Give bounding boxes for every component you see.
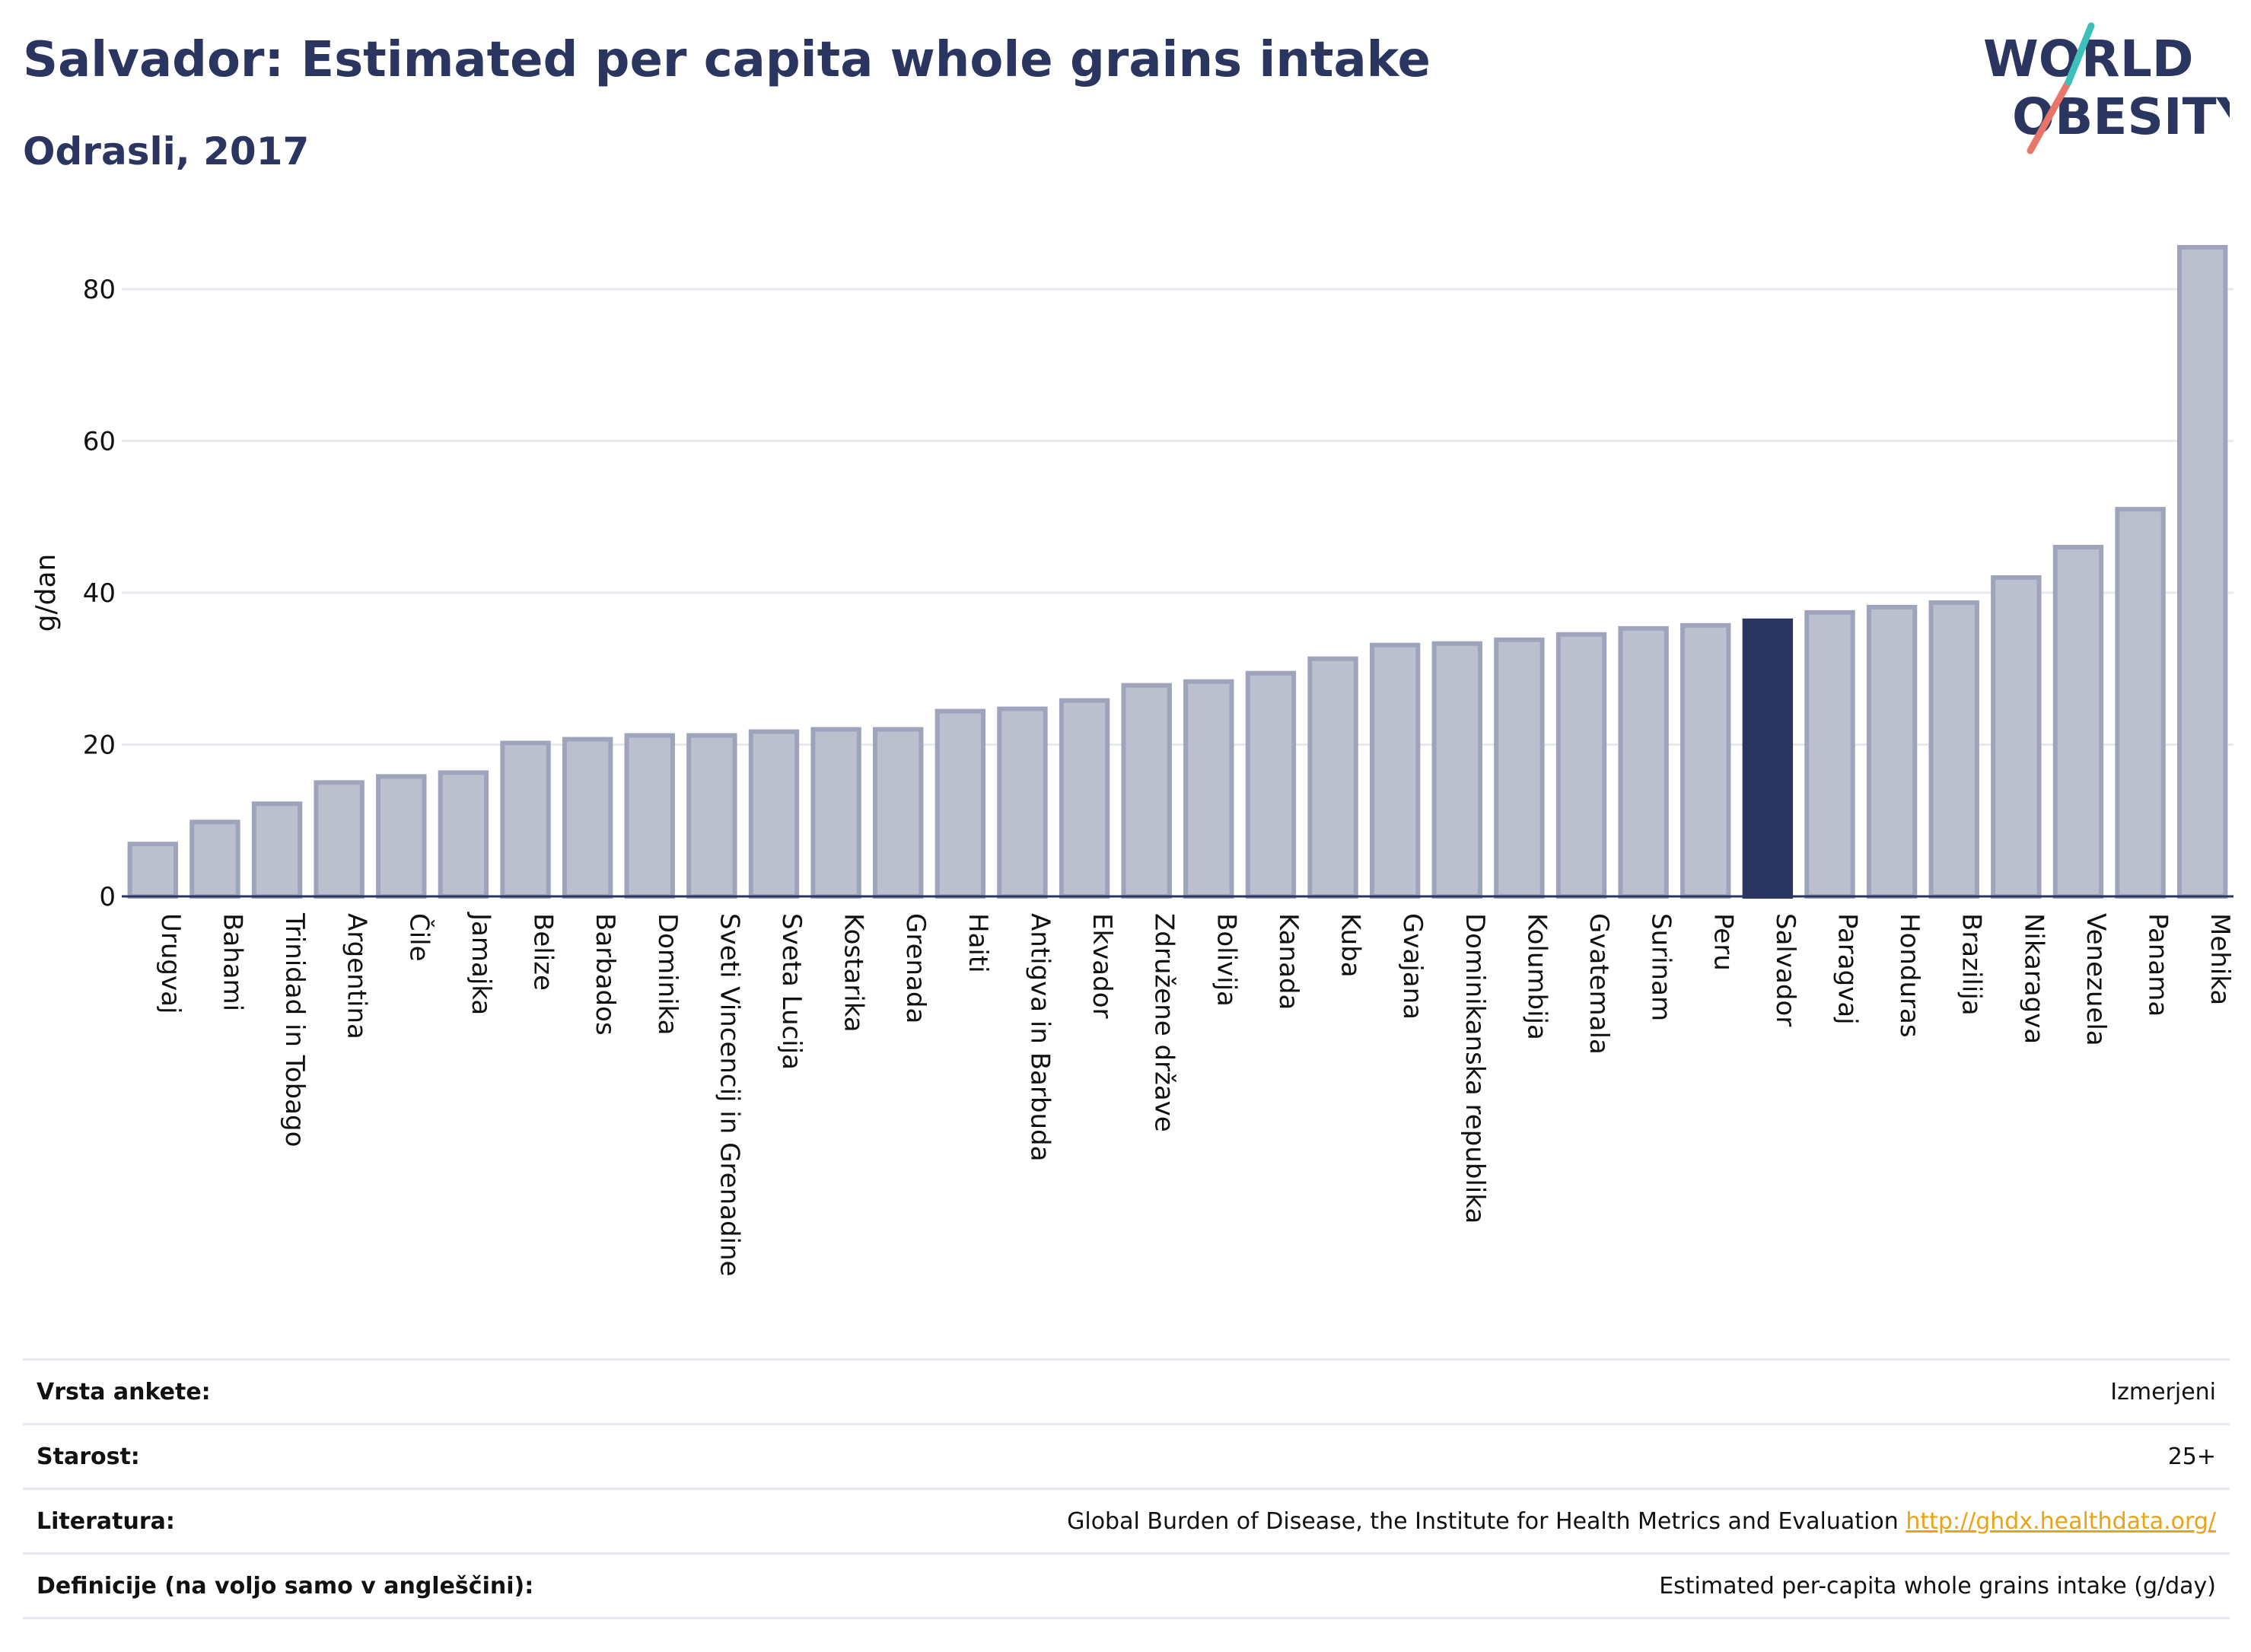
y-tick-label: 0 [99, 882, 116, 912]
x-tick-label: Peru [1708, 913, 1738, 971]
logo-slash-teal [2065, 22, 2095, 86]
x-tick-label: Panama [2143, 913, 2173, 1017]
x-tick-label: Belize [528, 913, 559, 991]
bar-mehika [2176, 244, 2228, 899]
info-value: Izmerjeni [2110, 1379, 2216, 1405]
bar-belize [500, 740, 551, 899]
x-tick-label: Mehika [2205, 913, 2235, 1005]
bar-panama [2115, 507, 2166, 899]
bar-nikaragva [1991, 575, 2042, 899]
x-tick-label: Haiti [963, 913, 993, 973]
bar-sveti-vincencij-in-grenadine [686, 733, 737, 899]
bar-chart: 0 20 40 60 80 g/dan Urugvaj Bahami Trinidad in T… [30, 244, 2235, 1277]
info-row-references: Literatura: Global Burden of Disease, th… [23, 1488, 2230, 1552]
chart-subtitle: Odrasli, 2017 [23, 129, 310, 173]
x-tick-label: Dominikanska republika [1460, 913, 1490, 1224]
info-table: Vrsta ankete: Izmerjeni Starost: 25+ Lit… [23, 1358, 2230, 1619]
bar-venezuela [2052, 545, 2104, 899]
y-axis-label: g/dan [30, 554, 62, 632]
bar-grenada [873, 727, 924, 899]
bar-salvador [1742, 618, 1794, 899]
x-tick-label: Salvador [1770, 913, 1800, 1027]
bar-dominikanska-republika [1431, 641, 1482, 899]
bar-gvajana [1369, 642, 1421, 899]
bar-antigva-in-barbuda [997, 706, 1048, 899]
x-tick-label: Gvatemala [1584, 913, 1614, 1055]
bars [127, 244, 2228, 899]
bar-bolivija [1183, 679, 1234, 899]
axis-labels: 0 20 40 60 80 g/dan Urugvaj Bahami Trinidad in T… [30, 275, 2235, 1277]
bar-čile [376, 774, 427, 899]
info-value-with-link: Global Burden of Disease, the Institute … [1067, 1508, 2216, 1535]
x-tick-label: Urugvaj [155, 913, 186, 1014]
x-tick-label: Sveti Vincencij in Grenadine [714, 913, 744, 1276]
bar-honduras [1866, 604, 1918, 899]
y-tick-label: 40 [83, 578, 116, 609]
logo-slash-red [2027, 78, 2072, 154]
x-tick-label: Honduras [1894, 913, 1925, 1038]
x-tick-label: Brazilija [1956, 913, 1987, 1016]
chart-title: Salvador: Estimated per capita whole gra… [23, 32, 1431, 88]
y-tick-label: 80 [83, 275, 116, 305]
x-tick-label: Surinam [1646, 913, 1676, 1021]
info-value: Estimated per-capita whole grains intake… [1659, 1573, 2216, 1599]
bar-peru [1680, 622, 1731, 899]
x-tick-label: Jamajka [466, 912, 496, 1015]
bar-bahami [189, 820, 240, 899]
x-tick-label: Združene države [1149, 913, 1180, 1132]
x-tick-label: Dominika [652, 913, 683, 1035]
bar-trinidad-in-tobago [251, 801, 303, 899]
x-tick-label: Sveta Lucija [776, 913, 807, 1070]
reference-text: Global Burden of Disease, the Institute … [1067, 1508, 1899, 1535]
info-label: Definicije (na voljo samo v angleščini): [37, 1573, 534, 1599]
bar-sveta-lucija [748, 729, 800, 899]
world-obesity-logo: WORLD OBESITY [1983, 22, 2230, 154]
x-tick-label: Antigva in Barbuda [1024, 913, 1055, 1161]
bar-ekvador [1059, 698, 1110, 899]
bar-gvatemala [1555, 632, 1607, 899]
y-tick-label: 20 [83, 730, 116, 760]
x-tick-label: Gvajana [1397, 913, 1428, 1020]
info-row-age: Starost: 25+ [23, 1423, 2230, 1488]
info-row-definitions: Definicije (na voljo samo v angleščini):… [23, 1552, 2230, 1619]
info-label: Vrsta ankete: [37, 1379, 211, 1405]
x-tick-label: Trinidad in Tobago [279, 912, 310, 1147]
bar-paragvaj [1804, 610, 1855, 899]
x-tick-label: Kolumbija [1521, 913, 1552, 1040]
x-tick-label: Barbados [590, 913, 620, 1036]
x-tick-label: Nikaragva [2018, 913, 2049, 1044]
x-tick-label: Kostarika [839, 913, 869, 1033]
bar-urugvaj [127, 842, 179, 899]
x-tick-label: Ekvador [1087, 913, 1117, 1019]
bar-argentina [314, 780, 365, 899]
bar-jamajka [438, 770, 489, 899]
bar-kolumbija [1494, 637, 1545, 899]
bar-združene-države [1121, 683, 1172, 899]
x-tick-label: Čile [403, 913, 435, 962]
x-tick-label: Paragvaj [1832, 913, 1862, 1025]
x-tick-label: Grenada [900, 913, 931, 1023]
bar-kostarika [810, 727, 861, 899]
bar-dominika [624, 733, 675, 899]
x-tick-label: Kanada [1273, 913, 1304, 1010]
info-label: Literatura: [37, 1508, 175, 1535]
reference-link[interactable]: http://ghdx.healthdata.org/ [1906, 1508, 2216, 1535]
bar-kanada [1245, 670, 1297, 899]
info-value: 25+ [2167, 1444, 2216, 1470]
x-tick-label: Argentina [342, 913, 372, 1039]
bar-brazilija [1928, 600, 1979, 899]
bar-barbados [562, 737, 613, 899]
y-tick-label: 60 [83, 426, 116, 457]
bar-surinam [1618, 625, 1669, 899]
bar-haiti [934, 708, 986, 899]
info-row-survey: Vrsta ankete: Izmerjeni [23, 1358, 2230, 1423]
x-tick-label: Kuba [1336, 913, 1366, 978]
x-tick-label: Bahami [217, 913, 247, 1011]
x-tick-label: Venezuela [2081, 913, 2111, 1046]
info-label: Starost: [37, 1444, 140, 1470]
x-tick-label: Bolivija [1211, 913, 1241, 1007]
bar-kuba [1307, 656, 1358, 899]
